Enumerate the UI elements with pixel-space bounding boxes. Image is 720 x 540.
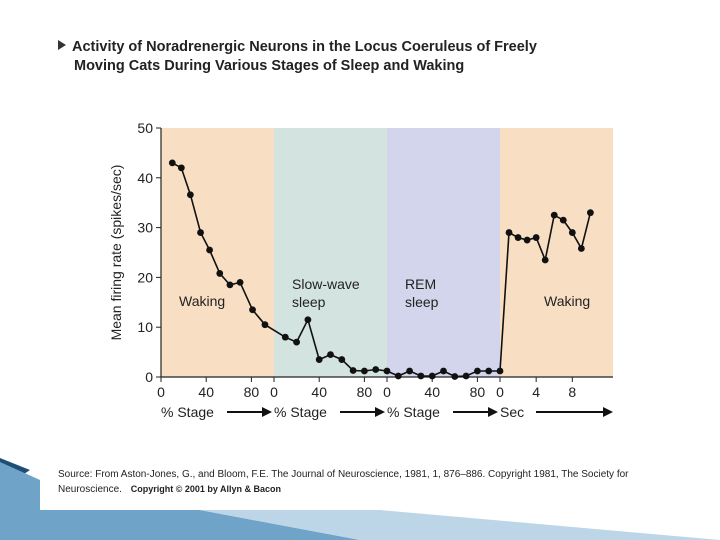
x-tick-label: 80 — [470, 384, 486, 400]
x-tick-label: 40 — [424, 384, 440, 400]
chart-title: Activity of Noradrenergic Neurons in the… — [58, 38, 658, 76]
data-point-s3-3 — [417, 372, 425, 380]
data-point-s2-8 — [361, 367, 368, 375]
copyright-text: Copyright © 2001 by Allyn & Bacon — [130, 484, 282, 494]
region-label-3-2: sleep — [405, 294, 439, 310]
data-point-s3-1 — [394, 372, 402, 380]
stage-arrow-head-icon-1 — [262, 407, 272, 417]
bullet-arrow-icon — [58, 40, 66, 50]
data-point-s2-4 — [315, 356, 323, 363]
stage-band-3 — [387, 128, 500, 377]
x-axis-label-4: Sec — [500, 404, 524, 420]
x-tick-label: 80 — [357, 384, 373, 400]
data-point-s3-7 — [462, 372, 470, 380]
data-point-s2-2 — [293, 338, 300, 346]
y-tick-label: 50 — [137, 120, 153, 136]
region-label-1-1: Waking — [179, 293, 225, 309]
data-point-s4-1 — [505, 229, 513, 236]
data-point-s2-6 — [338, 356, 346, 363]
data-point-s3-10 — [496, 367, 504, 375]
x-tick-label: 40 — [198, 384, 214, 400]
region-label-4-1: Waking — [544, 293, 590, 309]
stage-arrow-head-icon-4 — [603, 407, 613, 417]
x-tick-label: 8 — [568, 384, 576, 400]
data-point-s3-5 — [440, 367, 447, 375]
data-point-s4-10 — [587, 209, 594, 217]
chart-title-line-1: Activity of Noradrenergic Neurons in the… — [58, 38, 658, 57]
data-point-s4-7 — [559, 216, 567, 224]
y-tick-label: 20 — [137, 269, 153, 285]
data-point-s1-1 — [168, 159, 176, 167]
x-tick-label: 4 — [532, 384, 540, 400]
data-point-s4-5 — [541, 256, 549, 264]
data-point-s3-2 — [406, 367, 413, 375]
data-point-s4-2 — [514, 234, 522, 241]
source-text: Source: From Aston-Jones, G., and Bloom,… — [58, 469, 629, 495]
data-point-s1-3 — [186, 191, 194, 199]
x-tick-label: 80 — [244, 384, 260, 400]
x-axis-label-3: % Stage — [387, 404, 440, 420]
x-axis-label-2: % Stage — [274, 404, 327, 420]
data-point-s2-9 — [372, 366, 380, 373]
data-point-s4-8 — [568, 229, 576, 236]
data-point-s2-10 — [383, 367, 391, 375]
data-point-s1-4 — [197, 229, 204, 236]
chart-title-line-2: Moving Cats During Various Stages of Sle… — [74, 58, 465, 74]
data-point-s4-4 — [532, 234, 540, 241]
data-point-s1-9 — [249, 306, 256, 314]
x-tick-label: 0 — [383, 384, 391, 400]
stage-arrow-head-icon-2 — [375, 407, 385, 417]
data-point-s1-7 — [226, 281, 234, 289]
source-panel — [40, 458, 680, 510]
x-tick-label: 40 — [311, 384, 327, 400]
source-citation: Source: From Aston-Jones, G., and Bloom,… — [58, 468, 668, 497]
data-point-s1-6 — [216, 270, 224, 277]
y-tick-label: 10 — [137, 319, 153, 335]
data-point-s3-9 — [485, 367, 493, 375]
data-point-s2-3 — [304, 316, 312, 324]
data-point-s1-2 — [177, 164, 185, 172]
x-tick-label: 0 — [496, 384, 504, 400]
data-point-s1-10 — [261, 321, 269, 329]
data-point-s2-1 — [281, 333, 289, 341]
data-point-s2-7 — [349, 367, 357, 374]
x-tick-label: 0 — [270, 384, 278, 400]
region-label-2-1: Slow-wave — [292, 276, 360, 292]
ribbon-wedge-light — [0, 462, 360, 540]
stage-band-4 — [500, 128, 613, 377]
y-tick-label: 40 — [137, 170, 153, 186]
data-point-s4-3 — [523, 236, 531, 244]
region-label-2-2: sleep — [292, 294, 326, 310]
title-line-1-text: Activity of Noradrenergic Neurons in the… — [72, 39, 537, 55]
data-point-s3-4 — [428, 372, 436, 380]
data-point-s3-6 — [451, 373, 459, 380]
data-point-s4-6 — [550, 211, 558, 219]
y-tick-label: 0 — [145, 369, 153, 385]
y-axis-label: Mean firing rate (spikes/sec) — [108, 165, 124, 341]
firing-rate-line — [171, 162, 592, 378]
region-label-3-1: REM — [405, 276, 436, 292]
stage-arrow-head-icon-3 — [488, 407, 498, 417]
x-axis-label-1: % Stage — [161, 404, 214, 420]
data-point-s2-5 — [327, 351, 334, 358]
data-point-s3-8 — [474, 367, 481, 375]
y-tick-label: 30 — [137, 220, 153, 236]
data-point-s4-9 — [577, 245, 585, 252]
x-tick-label: 0 — [157, 384, 165, 400]
stage-band-2 — [274, 128, 387, 377]
data-point-s1-5 — [206, 246, 213, 254]
data-point-s1-8 — [236, 278, 244, 286]
